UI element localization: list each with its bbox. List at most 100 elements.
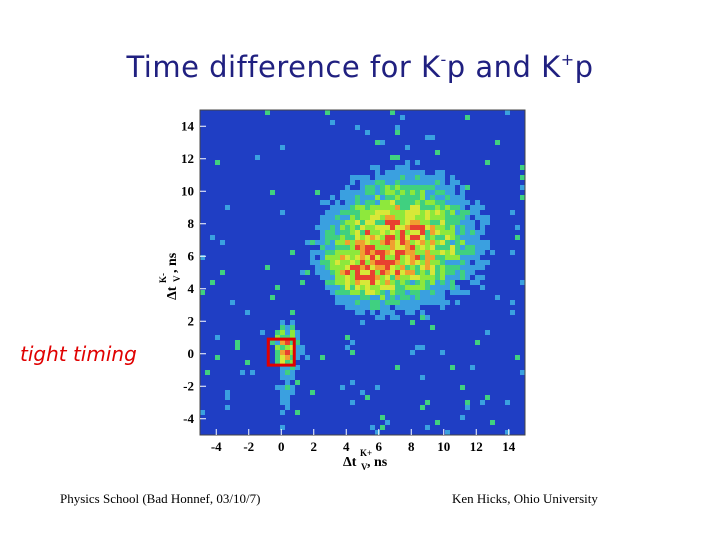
density-cell: [285, 400, 290, 405]
density-cell: [430, 180, 435, 185]
density-cell: [360, 320, 365, 325]
density-cell: [300, 345, 305, 350]
density-cell: [335, 235, 340, 240]
density-cell: [405, 260, 410, 265]
density-cell: [370, 220, 375, 225]
density-cell: [385, 220, 390, 225]
y-axis-label-group: Δt V K-, ns: [158, 252, 182, 300]
density-cell: [280, 390, 285, 395]
density-cell: [410, 195, 415, 200]
density-cell: [310, 240, 315, 245]
density-cell: [425, 270, 430, 275]
density-cell: [410, 170, 415, 175]
density-cell: [445, 215, 450, 220]
density-cell: [390, 270, 395, 275]
density-cell: [305, 355, 310, 360]
density-cell: [415, 265, 420, 270]
density-cell: [360, 270, 365, 275]
density-cell: [395, 315, 400, 320]
density-cell: [325, 225, 330, 230]
density-cell: [445, 185, 450, 190]
density-cell: [350, 260, 355, 265]
density-cell: [370, 195, 375, 200]
density-cell: [365, 295, 370, 300]
y-tick-label: 12: [181, 151, 194, 166]
density-cell: [460, 245, 465, 250]
density-cell: [290, 325, 295, 330]
density-cell: [400, 200, 405, 205]
density-cell: [315, 260, 320, 265]
density-cell: [350, 220, 355, 225]
density-cell: [440, 265, 445, 270]
density-cell: [420, 185, 425, 190]
density-cell: [415, 280, 420, 285]
plot-frame: [199, 109, 526, 436]
density-cell: [355, 225, 360, 230]
density-cell: [375, 240, 380, 245]
density-cell: [285, 325, 290, 330]
density-cell: [355, 305, 360, 310]
density-cell: [370, 305, 375, 310]
density-cell: [440, 350, 445, 355]
density-cell: [295, 340, 300, 345]
density-cell: [335, 270, 340, 275]
density-cell: [375, 275, 380, 280]
density-cell: [405, 275, 410, 280]
density-cell: [350, 200, 355, 205]
density-cell: [385, 420, 390, 425]
density-cell: [440, 220, 445, 225]
density-cell: [365, 195, 370, 200]
y-axis-label-sub: V: [172, 275, 182, 282]
density-cell: [325, 245, 330, 250]
density-cell: [430, 275, 435, 280]
density-cell: [395, 260, 400, 265]
density-cell: [285, 375, 290, 380]
density-cell: [285, 355, 290, 360]
density-cell: [290, 330, 295, 335]
density-cell: [435, 195, 440, 200]
density-cell: [445, 280, 450, 285]
density-cell: [480, 275, 485, 280]
density-cell: [280, 355, 285, 360]
density-cell: [315, 225, 320, 230]
density-cell: [325, 280, 330, 285]
density-cell: [415, 270, 420, 275]
density-cell: [280, 345, 285, 350]
density-cell: [355, 230, 360, 235]
density-cell: [400, 265, 405, 270]
density-cell: [325, 200, 330, 205]
density-cell: [445, 225, 450, 230]
density-cell: [335, 215, 340, 220]
density-cell: [370, 185, 375, 190]
density-cell: [435, 295, 440, 300]
density-cell: [460, 265, 465, 270]
density-cell: [345, 270, 350, 275]
density-cell: [415, 170, 420, 175]
density-cell: [400, 180, 405, 185]
density-cell: [415, 190, 420, 195]
density-cell: [350, 275, 355, 280]
density-cell: [450, 205, 455, 210]
density-cell: [360, 190, 365, 195]
density-cell: [375, 185, 380, 190]
density-cell: [430, 185, 435, 190]
density-cell: [385, 295, 390, 300]
density-cell: [325, 240, 330, 245]
density-cell: [390, 295, 395, 300]
density-cell: [430, 235, 435, 240]
density-cell: [330, 220, 335, 225]
density-cell: [395, 175, 400, 180]
density-cell: [280, 425, 285, 430]
density-cell: [405, 245, 410, 250]
density-cell: [435, 280, 440, 285]
density-cell: [380, 315, 385, 320]
density-cell: [430, 285, 435, 290]
density-cell: [460, 275, 465, 280]
density-cell: [405, 195, 410, 200]
density-cell: [370, 260, 375, 265]
density-cell: [350, 280, 355, 285]
density-cell: [465, 245, 470, 250]
density-cell: [350, 295, 355, 300]
y-axis-label: Δt: [165, 286, 180, 300]
